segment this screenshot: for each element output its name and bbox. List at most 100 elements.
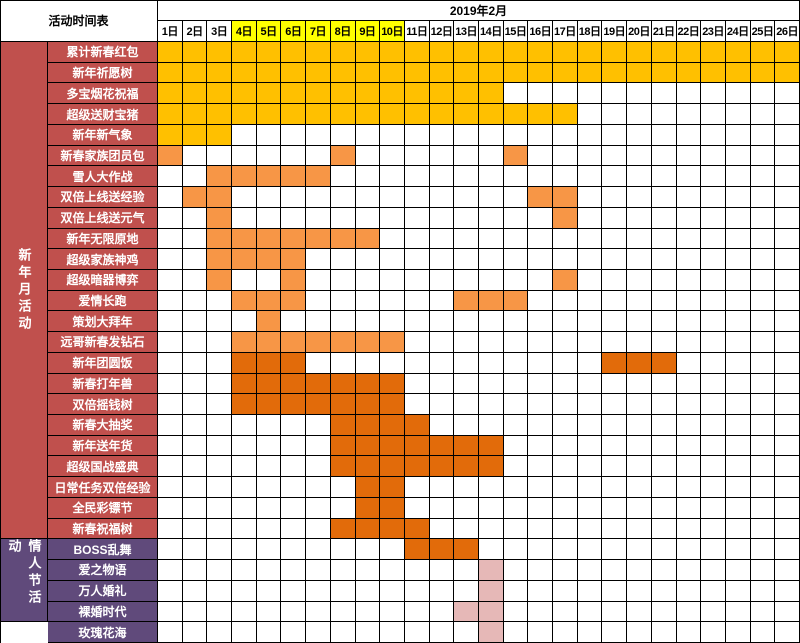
schedule-cell <box>528 435 554 457</box>
schedule-cell <box>676 104 702 125</box>
schedule-cell <box>429 228 455 250</box>
activity-name: 裸婚时代 <box>48 601 158 623</box>
schedule-cell <box>553 290 578 312</box>
schedule-cell <box>503 497 529 519</box>
schedule-cell <box>454 415 479 436</box>
schedule-cell <box>182 560 208 581</box>
schedule-cell <box>207 373 233 395</box>
schedule-cell-active <box>479 456 504 478</box>
schedule-cell <box>676 124 702 146</box>
schedule-cell <box>503 539 529 561</box>
schedule-cell-active <box>404 415 430 436</box>
schedule-cell <box>775 311 800 333</box>
schedule-cell <box>750 269 776 291</box>
schedule-cell-active <box>676 62 702 84</box>
activity-name: 万人婚礼 <box>48 580 158 602</box>
schedule-cell <box>454 187 479 208</box>
schedule-cell <box>256 435 282 457</box>
schedule-cell <box>750 311 776 333</box>
schedule-cell <box>577 560 603 581</box>
schedule-cell <box>503 622 529 643</box>
schedule-cell <box>651 228 677 250</box>
schedule-cell <box>355 560 381 581</box>
schedule-cell <box>182 166 208 188</box>
schedule-cell <box>676 394 702 416</box>
schedule-cell-active <box>256 104 282 125</box>
schedule-cell-active <box>207 124 233 146</box>
schedule-cell <box>429 166 455 188</box>
schedule-cell <box>454 207 479 229</box>
activity-name: 新年祈愿树 <box>48 62 158 84</box>
schedule-cell <box>775 622 800 643</box>
schedule-cell <box>725 560 751 581</box>
schedule-cell <box>207 435 233 457</box>
schedule-cell <box>701 228 726 250</box>
sheet-title: 活动时间表 <box>0 0 158 42</box>
schedule-cell-active <box>380 104 405 125</box>
schedule-cell <box>479 187 504 208</box>
schedule-cell-active <box>232 42 257 63</box>
schedule-cell-active <box>182 42 208 63</box>
schedule-cell <box>454 394 479 416</box>
schedule-cell <box>676 249 702 270</box>
day-header: 18日 <box>577 21 603 42</box>
schedule-cell <box>281 456 307 478</box>
schedule-cell-active <box>602 62 628 84</box>
schedule-cell-active <box>725 42 751 63</box>
activity-name: 雪人大作战 <box>48 166 158 188</box>
schedule-cell-active <box>256 83 282 105</box>
schedule-cell <box>503 83 529 105</box>
schedule-cell <box>429 249 455 270</box>
schedule-cell-active <box>182 187 208 208</box>
schedule-cell <box>256 124 282 146</box>
schedule-cell-active <box>380 477 405 498</box>
schedule-cell <box>528 601 554 623</box>
schedule-cell-active <box>355 83 381 105</box>
schedule-cell <box>676 332 702 353</box>
schedule-cell-active <box>479 580 504 602</box>
schedule-cell-active <box>380 518 405 540</box>
schedule-cell <box>330 290 356 312</box>
schedule-cell-active <box>207 187 233 208</box>
schedule-cell <box>676 580 702 602</box>
schedule-cell <box>306 352 331 374</box>
schedule-cell-active <box>355 518 381 540</box>
schedule-cell <box>553 352 578 374</box>
schedule-cell <box>256 560 282 581</box>
schedule-cell-active <box>701 42 726 63</box>
schedule-cell-active <box>355 104 381 125</box>
schedule-cell <box>158 352 183 374</box>
schedule-cell <box>750 415 776 436</box>
schedule-cell <box>182 311 208 333</box>
schedule-cell <box>404 311 430 333</box>
schedule-cell <box>404 187 430 208</box>
schedule-cell <box>750 435 776 457</box>
schedule-cell <box>182 352 208 374</box>
schedule-cell <box>330 539 356 561</box>
schedule-cell <box>602 104 628 125</box>
schedule-cell <box>701 104 726 125</box>
schedule-cell-active <box>182 104 208 125</box>
schedule-cell <box>602 207 628 229</box>
schedule-cell <box>232 477 257 498</box>
schedule-cell <box>479 166 504 188</box>
day-header: 16日 <box>528 21 554 42</box>
schedule-cell <box>725 415 751 436</box>
schedule-cell <box>577 497 603 519</box>
schedule-cell <box>775 456 800 478</box>
schedule-cell <box>232 207 257 229</box>
schedule-cell-active <box>454 435 479 457</box>
schedule-cell <box>676 166 702 188</box>
schedule-cell-active <box>207 228 233 250</box>
schedule-cell <box>429 290 455 312</box>
schedule-cell <box>627 145 652 167</box>
schedule-cell-active <box>602 42 628 63</box>
schedule-cell <box>701 560 726 581</box>
schedule-cell <box>404 394 430 416</box>
schedule-cell <box>503 352 529 374</box>
schedule-cell <box>232 518 257 540</box>
schedule-cell <box>232 145 257 167</box>
schedule-cell-active <box>454 456 479 478</box>
activity-name: 双倍上线送元气 <box>48 207 158 229</box>
schedule-cell <box>182 373 208 395</box>
